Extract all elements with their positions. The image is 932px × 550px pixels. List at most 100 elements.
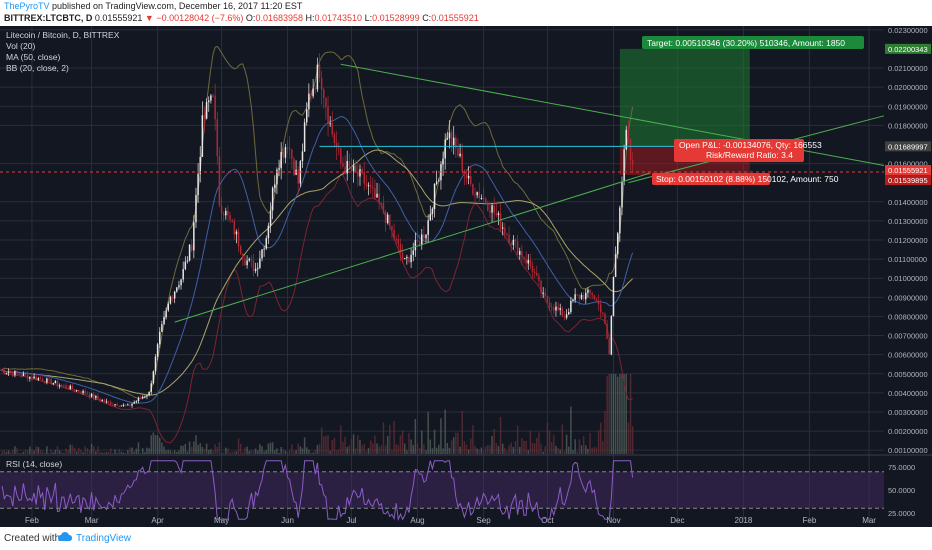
candle bbox=[572, 299, 574, 301]
tradingview-link[interactable]: TradingView bbox=[76, 533, 132, 544]
volume-bar bbox=[580, 445, 583, 454]
price-chart[interactable]: Target: 0.00510346 (30.20%) 510346, Amou… bbox=[0, 26, 932, 527]
candle bbox=[320, 78, 323, 90]
legend-rsi[interactable]: RSI (14, close) bbox=[6, 459, 62, 469]
rsi-tick-label: 25.0000 bbox=[888, 509, 915, 518]
volume-bar bbox=[216, 446, 219, 454]
candle bbox=[616, 233, 619, 255]
candle bbox=[246, 260, 248, 266]
legend-volume[interactable]: Vol (20) bbox=[6, 41, 35, 51]
candle bbox=[276, 169, 278, 185]
candle bbox=[395, 238, 397, 240]
volume-bar bbox=[22, 451, 25, 454]
candle bbox=[629, 138, 632, 161]
candle bbox=[180, 279, 182, 286]
candle bbox=[301, 151, 304, 162]
x-tick-label: Oct bbox=[541, 516, 554, 525]
volume-bar bbox=[604, 411, 606, 454]
candle bbox=[525, 259, 527, 264]
rsi-line bbox=[1, 460, 634, 522]
tradingview-cloud-icon bbox=[58, 532, 72, 542]
candle bbox=[386, 214, 389, 223]
candle bbox=[256, 267, 259, 269]
volume-bar bbox=[284, 450, 287, 454]
candle bbox=[259, 258, 261, 268]
legend-ma[interactable]: MA (50, close) bbox=[6, 52, 60, 62]
volume-bar bbox=[384, 445, 387, 454]
volume-bar bbox=[237, 438, 240, 454]
candle bbox=[137, 398, 140, 402]
candle bbox=[127, 404, 129, 406]
volume-bar bbox=[499, 417, 502, 454]
candle bbox=[493, 205, 495, 214]
trend-line[interactable] bbox=[174, 172, 650, 323]
volume-bar bbox=[346, 446, 348, 454]
candle bbox=[80, 391, 82, 394]
volume-bar bbox=[591, 447, 593, 454]
price-tag-entry bbox=[885, 141, 931, 152]
candle bbox=[235, 231, 238, 235]
volume-bar bbox=[159, 437, 161, 454]
volume-bar bbox=[301, 448, 304, 454]
candle bbox=[587, 289, 589, 293]
candle bbox=[546, 296, 549, 303]
candle bbox=[597, 300, 600, 305]
price-axis-background[interactable] bbox=[884, 26, 932, 527]
volume-bar bbox=[533, 443, 536, 454]
volume-bar bbox=[316, 445, 319, 454]
publish-line: ThePyroTV published on TradingView.com, … bbox=[4, 1, 302, 11]
volume-bar bbox=[67, 450, 69, 454]
candle bbox=[120, 405, 123, 407]
candle bbox=[156, 344, 159, 357]
candle bbox=[261, 249, 263, 259]
volume-bar bbox=[359, 439, 361, 454]
volume-bar bbox=[73, 447, 76, 454]
candle bbox=[357, 171, 359, 177]
volume-bar bbox=[54, 449, 57, 454]
candle bbox=[423, 234, 425, 239]
volume-bar bbox=[56, 445, 59, 454]
chart-area[interactable]: Target: 0.00510346 (30.20%) 510346, Amou… bbox=[0, 26, 932, 527]
volume-bar bbox=[297, 443, 299, 454]
candle bbox=[116, 404, 118, 406]
volume-bar bbox=[75, 451, 78, 454]
legend-bb[interactable]: BB (20, close, 2) bbox=[6, 63, 69, 73]
volume-bar bbox=[423, 444, 425, 454]
candle bbox=[623, 149, 625, 182]
candle bbox=[269, 210, 272, 226]
volume-bar bbox=[69, 444, 72, 454]
volume-bar bbox=[139, 452, 142, 454]
candle bbox=[599, 304, 602, 313]
volume-bar bbox=[205, 443, 208, 454]
volume-bar bbox=[427, 411, 429, 454]
candle bbox=[237, 231, 240, 247]
volume-bar bbox=[510, 442, 512, 454]
volume-bar bbox=[414, 418, 417, 454]
volume-bar bbox=[410, 439, 412, 454]
volume-bar bbox=[440, 418, 442, 454]
candle bbox=[282, 152, 285, 158]
candle bbox=[208, 100, 210, 103]
y-tick-label: 0.02000000 bbox=[888, 83, 928, 92]
volume-bar bbox=[540, 444, 542, 454]
volume-bar bbox=[286, 451, 289, 454]
candle bbox=[286, 147, 289, 149]
volume-bar bbox=[438, 444, 440, 454]
candle bbox=[133, 402, 135, 404]
volume-bar bbox=[331, 439, 334, 454]
volume-bar bbox=[444, 409, 446, 454]
volume-bar bbox=[325, 435, 327, 454]
volume-bar bbox=[50, 449, 52, 454]
volume-bar bbox=[421, 430, 423, 454]
volume-bar bbox=[269, 442, 272, 454]
volume-bar bbox=[525, 440, 527, 454]
candle bbox=[124, 404, 127, 406]
candle bbox=[222, 213, 225, 216]
author-link[interactable]: ThePyroTV bbox=[4, 1, 50, 11]
candle bbox=[33, 376, 35, 379]
volume-bar bbox=[276, 448, 278, 454]
candle bbox=[472, 183, 474, 195]
volume-bar bbox=[429, 439, 432, 454]
target-label-box bbox=[642, 36, 864, 49]
y-tick-label: 0.00600000 bbox=[888, 351, 928, 360]
